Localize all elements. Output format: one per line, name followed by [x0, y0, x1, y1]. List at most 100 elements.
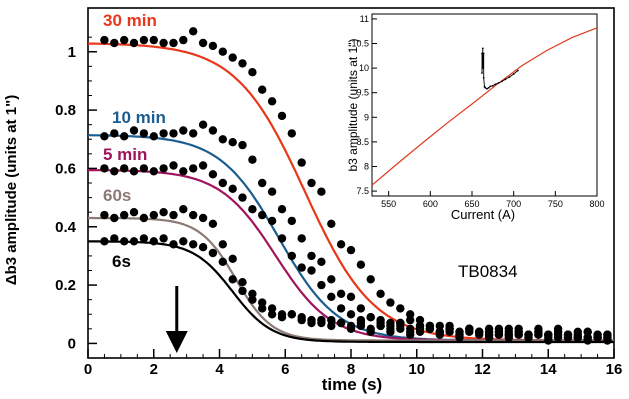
- data-point: [317, 315, 326, 325]
- inset-data-point: [481, 47, 484, 50]
- y-tick-label: 1: [68, 44, 76, 61]
- data-point: [277, 313, 287, 322]
- inset-data-point: [486, 87, 488, 90]
- data-point: [159, 234, 168, 243]
- data-point: [346, 324, 356, 333]
- data-point: [366, 313, 375, 322]
- data-point: [208, 219, 218, 228]
- x-tick-label: 8: [347, 361, 355, 378]
- data-point: [100, 132, 109, 141]
- inset-data-point: [481, 72, 483, 74]
- data-point: [248, 289, 257, 298]
- data-point: [218, 47, 227, 56]
- data-point: [406, 330, 415, 339]
- data-point: [238, 193, 247, 202]
- data-point: [514, 324, 523, 333]
- data-point: [139, 234, 149, 243]
- inset-data-point: [489, 85, 492, 88]
- x-tick-label: 12: [474, 361, 491, 378]
- inset-x-tick-label: 550: [381, 199, 396, 209]
- data-point: [327, 219, 336, 228]
- data-point: [307, 251, 316, 261]
- inset-plot-frame: [371, 13, 598, 197]
- inset-data-point: [494, 83, 497, 86]
- series-label-6s: 6s: [112, 252, 131, 271]
- data-point: [336, 304, 346, 313]
- data-point: [110, 234, 119, 243]
- inset-data-point: [491, 84, 494, 87]
- data-point: [563, 333, 573, 342]
- data-point: [267, 310, 277, 319]
- data-point: [189, 240, 198, 249]
- inset-data-point: [481, 67, 484, 69]
- data-point: [129, 208, 139, 217]
- data-point: [100, 237, 109, 246]
- inset-x-tick-label: 700: [506, 199, 521, 209]
- data-point: [317, 280, 326, 290]
- inset-y-tick-label: 8.5: [356, 137, 369, 147]
- data-point: [346, 292, 356, 301]
- data-point: [277, 111, 287, 121]
- data-point: [534, 330, 543, 339]
- data-point: [346, 310, 356, 319]
- data-point: [248, 295, 257, 304]
- inset-data-point: [508, 76, 511, 78]
- data-point: [129, 237, 139, 246]
- inset-data-point: [484, 86, 487, 89]
- data-point: [583, 327, 592, 336]
- data-point: [415, 327, 425, 336]
- inset-red-line: [371, 27, 598, 186]
- data-point: [228, 184, 237, 193]
- data-point: [179, 205, 188, 214]
- data-point: [356, 304, 366, 313]
- data-point: [120, 164, 129, 173]
- data-point: [258, 210, 267, 220]
- data-point: [198, 161, 208, 170]
- data-point: [218, 240, 227, 249]
- data-point: [336, 240, 346, 249]
- data-point: [484, 327, 494, 336]
- series-label-30min: 30 min: [103, 11, 157, 30]
- data-point: [169, 129, 178, 138]
- data-point: [544, 336, 553, 345]
- data-point: [169, 240, 178, 249]
- data-point: [327, 275, 336, 284]
- data-point: [307, 266, 316, 275]
- data-point: [504, 327, 513, 336]
- data-point: [484, 333, 494, 342]
- data-point: [218, 135, 227, 144]
- data-point: [376, 289, 385, 298]
- data-point: [198, 213, 208, 223]
- data-point: [465, 327, 474, 336]
- data-point: [425, 324, 435, 333]
- x-tick-label: 14: [540, 361, 557, 378]
- data-point: [159, 208, 168, 217]
- data-point: [297, 158, 306, 167]
- data-point: [258, 298, 267, 307]
- inset-data-point: [497, 82, 500, 84]
- data-point: [208, 126, 218, 135]
- data-point: [110, 167, 119, 176]
- data-point: [228, 254, 237, 263]
- data-point: [139, 35, 149, 45]
- series-label-5min: 5 min: [103, 145, 147, 164]
- data-point: [179, 126, 188, 135]
- data-point: [573, 333, 582, 342]
- data-point: [129, 38, 139, 48]
- data-point: [366, 275, 375, 284]
- data-point: [110, 213, 119, 223]
- data-point: [198, 38, 208, 48]
- x-tick-label: 16: [606, 361, 623, 378]
- data-point: [356, 321, 366, 331]
- inset-data-point: [487, 86, 490, 89]
- data-point: [169, 161, 178, 170]
- data-point: [100, 210, 109, 220]
- data-point: [149, 237, 158, 246]
- data-point: [139, 129, 149, 138]
- x-tick-label: 10: [408, 361, 425, 378]
- data-point: [406, 315, 415, 325]
- x-tick-label: 4: [215, 361, 224, 378]
- inset-data-point: [504, 78, 507, 81]
- main-chart: 0 2 4 6 8 10 12 14 16 0 0.2 0.4 0.6 0.8 1: [55, 7, 623, 378]
